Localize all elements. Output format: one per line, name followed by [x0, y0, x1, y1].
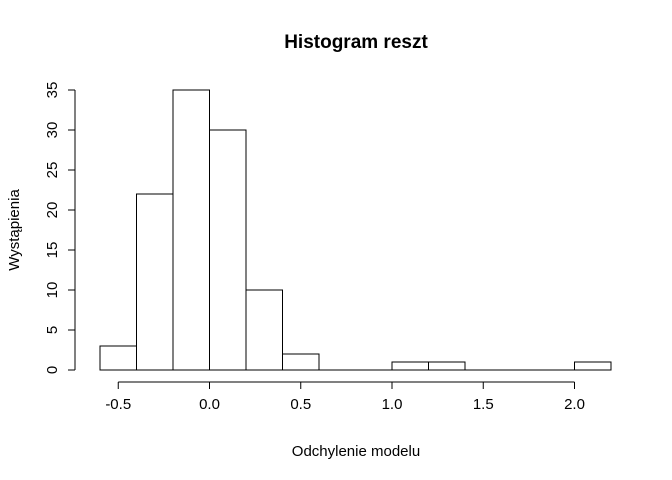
x-tick-label: 0.0 — [199, 396, 220, 413]
y-tick-label: 5 — [44, 326, 61, 334]
histogram-bar-2 — [172, 89, 210, 371]
y-tick-label: 30 — [44, 122, 61, 139]
y-tick-label: 15 — [44, 242, 61, 259]
y-tick-label: 10 — [44, 282, 61, 299]
histogram-bar-5 — [282, 353, 320, 371]
x-tick-label: 2.0 — [564, 396, 585, 413]
x-tick-label: 1.0 — [382, 396, 403, 413]
histogram-bar-3 — [209, 129, 247, 371]
histogram-bar-0 — [99, 345, 137, 371]
y-tick-label: 0 — [44, 366, 61, 374]
x-tick-label: -0.5 — [105, 396, 131, 413]
histogram-bar-9 — [428, 361, 466, 371]
chart-title: Histogram reszt — [284, 32, 428, 53]
histogram-bar-8 — [391, 361, 429, 371]
y-axis: 0 5 10 15 20 25 30 35 — [44, 82, 76, 374]
x-axis-label: Odchylenie modelu — [292, 443, 420, 460]
histogram-bar-1 — [136, 193, 174, 371]
y-tick-label: 35 — [44, 82, 61, 99]
histogram-bar-4 — [245, 289, 283, 371]
bars-group — [99, 89, 612, 371]
histogram-bar-13 — [574, 361, 612, 371]
x-axis: -0.5 0.0 0.5 1.0 1.5 2.0 — [105, 381, 585, 413]
y-tick-label: 25 — [44, 162, 61, 179]
y-axis-label: Wystąpienia — [6, 189, 23, 271]
x-tick-label: 1.5 — [473, 396, 494, 413]
y-tick-label: 20 — [44, 202, 61, 219]
x-tick-label: 0.5 — [290, 396, 311, 413]
